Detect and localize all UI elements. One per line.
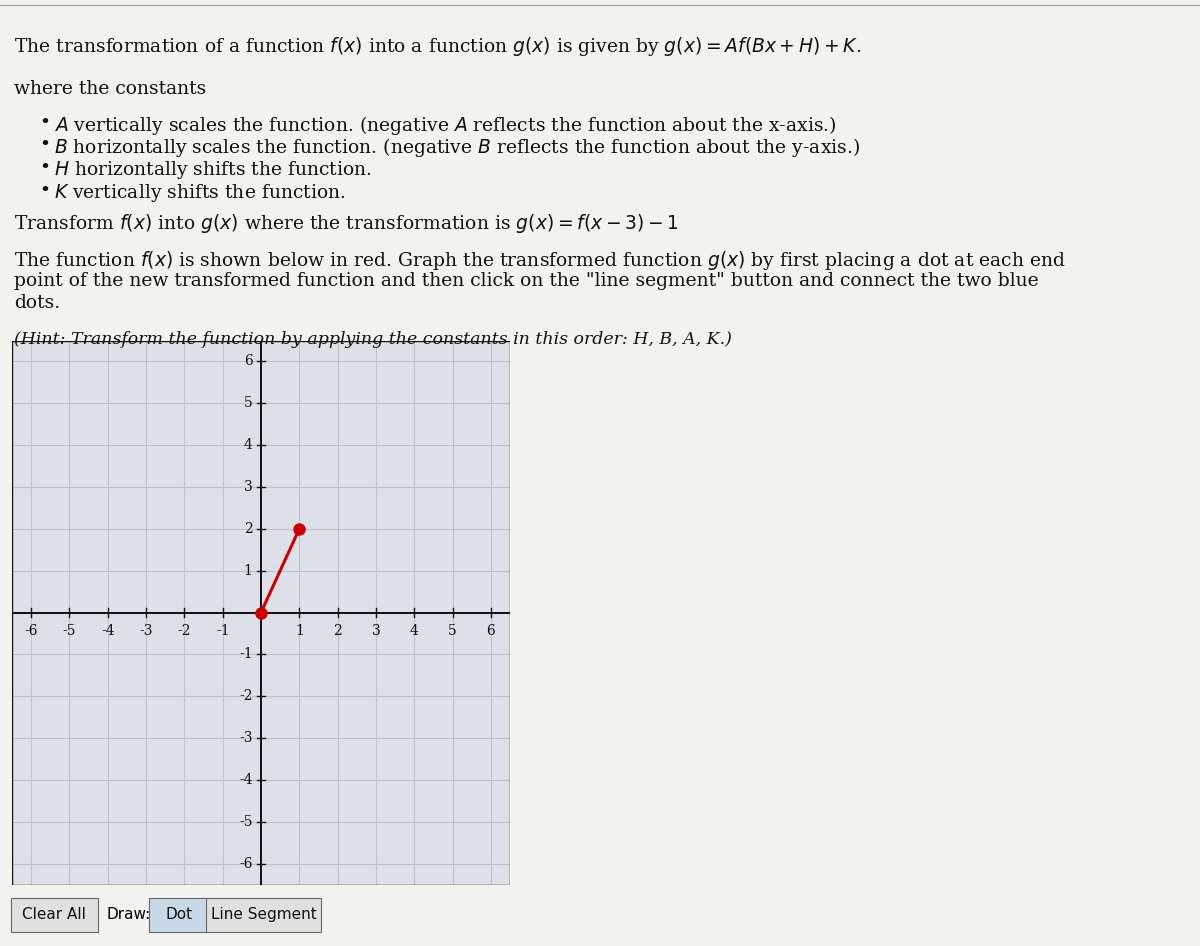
Text: Draw:: Draw:: [107, 907, 151, 922]
Text: 5: 5: [244, 396, 252, 411]
Text: •: •: [40, 136, 50, 154]
Text: dots.: dots.: [14, 294, 60, 312]
Text: 6: 6: [244, 355, 252, 369]
Text: $K$ vertically shifts the function.: $K$ vertically shifts the function.: [54, 182, 346, 203]
Text: -4: -4: [101, 624, 114, 639]
Text: -2: -2: [239, 690, 252, 703]
Text: •: •: [40, 159, 50, 177]
Text: -1: -1: [239, 647, 252, 661]
FancyBboxPatch shape: [11, 898, 98, 932]
Text: 6: 6: [486, 624, 496, 639]
Text: (Hint: Transform the function by applying the constants in this order: H, B, A, : (Hint: Transform the function by applyin…: [14, 331, 732, 348]
Text: 2: 2: [334, 624, 342, 639]
Text: $H$ horizontally shifts the function.: $H$ horizontally shifts the function.: [54, 159, 372, 181]
Text: 2: 2: [244, 522, 252, 535]
Text: Clear All: Clear All: [23, 907, 86, 922]
Text: point of the new transformed function and then click on the "line segment" butto: point of the new transformed function an…: [14, 272, 1039, 289]
Text: 4: 4: [409, 624, 419, 639]
Text: Line Segment: Line Segment: [211, 907, 317, 922]
Text: 5: 5: [448, 624, 457, 639]
Text: 3: 3: [372, 624, 380, 639]
Text: 4: 4: [244, 438, 252, 452]
Text: Transform $f(x)$ into $g(x)$ where the transformation is $g(x) = f(x - 3) - 1$: Transform $f(x)$ into $g(x)$ where the t…: [14, 212, 679, 235]
Text: -2: -2: [178, 624, 191, 639]
Text: •: •: [40, 182, 50, 200]
Text: where the constants: where the constants: [14, 80, 206, 98]
Text: -3: -3: [239, 731, 252, 745]
FancyBboxPatch shape: [206, 898, 320, 932]
Text: -6: -6: [24, 624, 38, 639]
Text: Dot: Dot: [166, 907, 192, 922]
Text: -5: -5: [62, 624, 77, 639]
Text: 1: 1: [295, 624, 304, 639]
Text: The function $f(x)$ is shown below in red. Graph the transformed function $g(x)$: The function $f(x)$ is shown below in re…: [14, 249, 1067, 272]
Text: 1: 1: [244, 564, 252, 578]
Text: -5: -5: [239, 815, 252, 829]
Text: $A$ vertically scales the function. (negative $A$ reflects the function about th: $A$ vertically scales the function. (neg…: [54, 114, 836, 136]
Text: -6: -6: [239, 856, 252, 870]
Text: -3: -3: [139, 624, 152, 639]
Text: 3: 3: [244, 480, 252, 494]
Text: -1: -1: [216, 624, 229, 639]
FancyBboxPatch shape: [149, 898, 209, 932]
Text: The transformation of a function $f(x)$ into a function $g(x)$ is given by $g(x): The transformation of a function $f(x)$ …: [14, 35, 862, 58]
Text: $B$ horizontally scales the function. (negative $B$ reflects the function about : $B$ horizontally scales the function. (n…: [54, 136, 860, 159]
Text: •: •: [40, 114, 50, 131]
Text: -4: -4: [239, 773, 252, 787]
